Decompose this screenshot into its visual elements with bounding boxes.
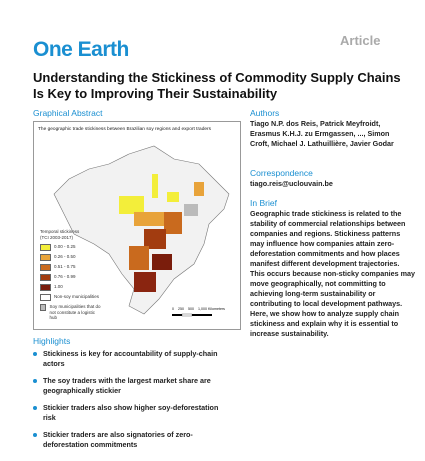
scale-label: 0 [172, 307, 174, 311]
legend-entry: 1.00 [40, 284, 102, 291]
graphical-abstract-heading: Graphical Abstract [33, 108, 103, 118]
legend-swatch [40, 274, 51, 281]
highlight: Stickier traders are also signatories of… [33, 430, 233, 450]
legend-label: Soy municipalities that do not constitut… [49, 304, 101, 320]
legend-swatch [40, 254, 51, 261]
highlight: Stickier traders also show higher soy-de… [33, 403, 233, 423]
section: Article [340, 33, 381, 48]
highlight: Stickiness is key for accountability of … [33, 349, 233, 369]
highlight: The soy traders with the largest market … [33, 376, 233, 396]
scale-label: 500 [188, 307, 194, 311]
scale-label: 1,000 Kilometers [198, 307, 225, 311]
legend-entry: 0.00 - 0.25 [40, 244, 102, 251]
scale-label: 250 [178, 307, 184, 311]
legend-title: Temporal stickiness (TCI 2003-2017) [40, 229, 80, 240]
brazil-outline [53, 145, 230, 315]
legend-swatch [40, 304, 47, 311]
email: tiago.reis@uclouvain.be [250, 179, 333, 188]
legend-entry: Soy municipalities that do not constitut… [40, 304, 102, 321]
legend-entry: 0.51 - 0.75 [40, 264, 102, 271]
authors: Tiago N.P. dos Reis, Patrick Meyfroidt, … [250, 119, 394, 148]
legend-entry: 0.26 - 0.50 [40, 254, 102, 261]
legend-label: 0.76 - 0.99 [54, 274, 76, 279]
legend-label: 0.51 - 0.75 [54, 264, 76, 269]
region [152, 174, 158, 198]
region [184, 204, 198, 216]
legend-swatch [40, 244, 51, 251]
scale-bar [172, 313, 212, 317]
correspondence-heading: Correspondence [250, 168, 313, 178]
graphical-abstract: The geographic trade stickiness between … [33, 121, 241, 330]
region [164, 212, 182, 234]
legend: 0.00 - 0.25 0.26 - 0.50 0.51 - 0.75 0.76 - … [40, 244, 102, 324]
region [129, 246, 149, 270]
in-brief-heading: In Brief [250, 198, 277, 208]
legend-label: 0.00 - 0.25 [54, 244, 76, 249]
region [144, 229, 166, 249]
region [134, 212, 164, 226]
legend-label: 0.26 - 0.50 [54, 254, 76, 259]
caption: The geographic trade stickiness between … [38, 127, 212, 132]
legend-label: 1.00 [54, 284, 63, 289]
region [134, 272, 156, 292]
in-brief: Geographic trade stickiness is related t… [250, 209, 415, 338]
legend-swatch [40, 284, 51, 291]
legend-swatch [40, 294, 51, 301]
scale-labels: 0 250 500 1,000 Kilometers [172, 307, 240, 311]
legend-swatch [40, 264, 51, 271]
legend-entry: 0.76 - 0.99 [40, 274, 102, 281]
highlights-heading: Highlights [33, 336, 71, 346]
region [152, 254, 172, 270]
region [194, 182, 204, 196]
region [119, 196, 144, 214]
authors-heading: Authors [250, 108, 280, 118]
region [167, 192, 179, 202]
title: Understanding the Stickiness of Commodit… [33, 70, 401, 101]
journal: One Earth [33, 38, 129, 61]
map [53, 145, 230, 317]
legend-label: Non-soy municipalities [54, 294, 100, 299]
highlights: Stickiness is key for accountability of … [33, 349, 233, 457]
legend-entry: Non-soy municipalities [40, 294, 102, 301]
